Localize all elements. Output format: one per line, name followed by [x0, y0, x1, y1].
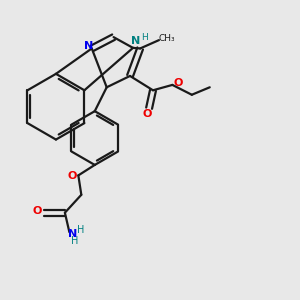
- Text: O: O: [173, 78, 182, 88]
- Text: N: N: [84, 41, 93, 51]
- Text: N: N: [131, 36, 140, 46]
- Text: H: H: [71, 236, 78, 246]
- Text: CH₃: CH₃: [158, 34, 175, 43]
- Text: N: N: [68, 229, 77, 238]
- Text: H: H: [141, 33, 148, 42]
- Text: O: O: [33, 206, 42, 216]
- Text: H: H: [77, 225, 84, 235]
- Text: O: O: [143, 109, 152, 118]
- Text: O: O: [67, 171, 76, 181]
